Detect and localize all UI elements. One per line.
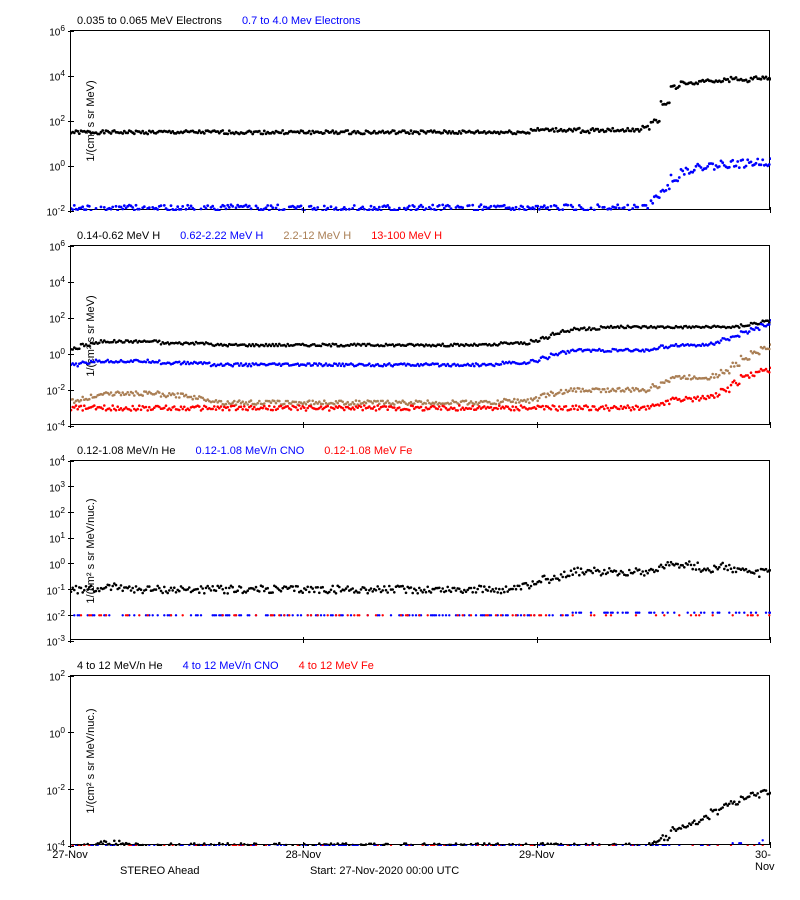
xtick-mark xyxy=(537,207,538,213)
legend-item: 4 to 12 MeV Fe xyxy=(299,660,374,672)
ytick-label: 104 xyxy=(31,453,65,468)
ytick-label: 104 xyxy=(31,274,65,289)
xtick-mark xyxy=(537,842,538,848)
ytick-label: 10-2 xyxy=(31,782,65,797)
ytick-label: 104 xyxy=(31,68,65,83)
xtick-mark xyxy=(303,207,304,213)
footer-start-time: Start: 27-Nov-2020 00:00 UTC xyxy=(310,865,459,877)
chart-svg xyxy=(71,31,771,211)
ytick-label: 101 xyxy=(31,530,65,545)
series-legend: 4 to 12 MeV/n He 4 to 12 MeV/n CNO 4 to 12… xyxy=(77,660,394,672)
ytick-label: 10-3 xyxy=(31,633,65,648)
legend-item: 0.7 to 4.0 Mev Electrons xyxy=(242,15,361,27)
xtick-mark xyxy=(303,422,304,428)
legend-item: 4 to 12 MeV/n He xyxy=(77,660,163,672)
xtick-mark xyxy=(70,637,71,643)
legend-item: 0.14-0.62 MeV H xyxy=(77,230,160,242)
series-legend: 0.12-1.08 MeV/n He 0.12-1.08 MeV/n CNO 0.1… xyxy=(77,445,432,457)
ytick-label: 10-4 xyxy=(31,418,65,433)
ytick-label: 103 xyxy=(31,479,65,494)
ytick-label: 10-2 xyxy=(31,203,65,218)
ytick-label: 100 xyxy=(31,158,65,173)
xtick-mark xyxy=(70,207,71,213)
chart-svg xyxy=(71,246,771,426)
ytick-label: 106 xyxy=(31,238,65,253)
xtick-mark xyxy=(770,207,771,213)
legend-item: 0.12-1.08 MeV/n CNO xyxy=(195,445,304,457)
ytick-label: 102 xyxy=(31,668,65,683)
ytick-label: 100 xyxy=(31,346,65,361)
footer-spacecraft: STEREO Ahead xyxy=(120,865,200,877)
xtick-mark xyxy=(537,637,538,643)
xtick-mark xyxy=(303,637,304,643)
ytick-label: 106 xyxy=(31,23,65,38)
ytick-label: 102 xyxy=(31,505,65,520)
legend-item: 2.2-12 MeV H xyxy=(283,230,351,242)
xtick-label: 27-Nov xyxy=(52,849,87,861)
ytick-label: 10-2 xyxy=(31,382,65,397)
chart-panel-p3: 10-310-210-11001011021031041/(cm² s sr M… xyxy=(70,460,770,640)
xtick-label: 28-Nov xyxy=(286,849,321,861)
chart-panel-p1: 10-21001021041061/(cm² s sr MeV)0.035 to… xyxy=(70,30,770,210)
legend-item: 4 to 12 MeV/n CNO xyxy=(183,660,279,672)
chart-panel-p2: 10-410-21001021041061/(cm² s sr MeV)0.14… xyxy=(70,245,770,425)
figure: 10-21001021041061/(cm² s sr MeV)0.035 to… xyxy=(0,0,800,900)
ytick-label: 10-1 xyxy=(31,582,65,597)
legend-item: 0.12-1.08 MeV Fe xyxy=(324,445,412,457)
chart-svg xyxy=(71,676,771,846)
ytick-label: 102 xyxy=(31,113,65,128)
ytick-label: 10-2 xyxy=(31,608,65,623)
ytick-label: 100 xyxy=(31,725,65,740)
xtick-mark xyxy=(303,842,304,848)
xtick-mark xyxy=(770,637,771,643)
legend-item: 0.12-1.08 MeV/n He xyxy=(77,445,175,457)
legend-item: 0.62-2.22 MeV H xyxy=(180,230,263,242)
xtick-mark xyxy=(70,422,71,428)
xtick-mark xyxy=(70,842,71,848)
xtick-label: 29-Nov xyxy=(519,849,554,861)
xtick-label: 30-Nov xyxy=(755,849,785,873)
legend-item: 0.035 to 0.065 MeV Electrons xyxy=(77,15,222,27)
chart-svg xyxy=(71,461,771,641)
xtick-mark xyxy=(770,422,771,428)
series-legend: 0.14-0.62 MeV H 0.62-2.22 MeV H 2.2-12 MeV… xyxy=(77,230,462,242)
ytick-label: 100 xyxy=(31,556,65,571)
ytick-label: 102 xyxy=(31,310,65,325)
chart-panel-p4: 10-410-21001021/(cm² s sr MeV/nuc.)4 to … xyxy=(70,675,770,845)
series-legend: 0.035 to 0.065 MeV Electrons 0.7 to 4.0 M… xyxy=(77,15,381,27)
legend-item: 13-100 MeV H xyxy=(371,230,442,242)
xtick-mark xyxy=(770,842,771,848)
xtick-mark xyxy=(537,422,538,428)
